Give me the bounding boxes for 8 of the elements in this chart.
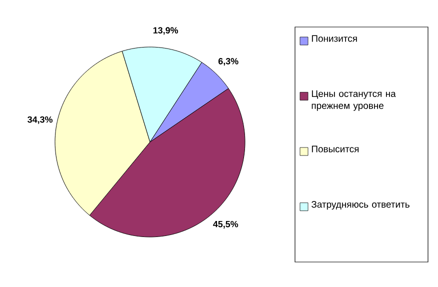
legend-label: Повысится <box>312 146 359 152</box>
data-label: 45,5% <box>213 220 238 229</box>
legend-label: Затрудняюсь ответить <box>312 200 410 210</box>
data-label: 34,3% <box>28 116 53 124</box>
legend-label: Цены останутся на прежнем уровне <box>312 90 396 111</box>
data-label: 13,9% <box>153 27 178 35</box>
legend-label: Понизится <box>312 35 357 42</box>
data-label: 6,3% <box>218 58 238 66</box>
